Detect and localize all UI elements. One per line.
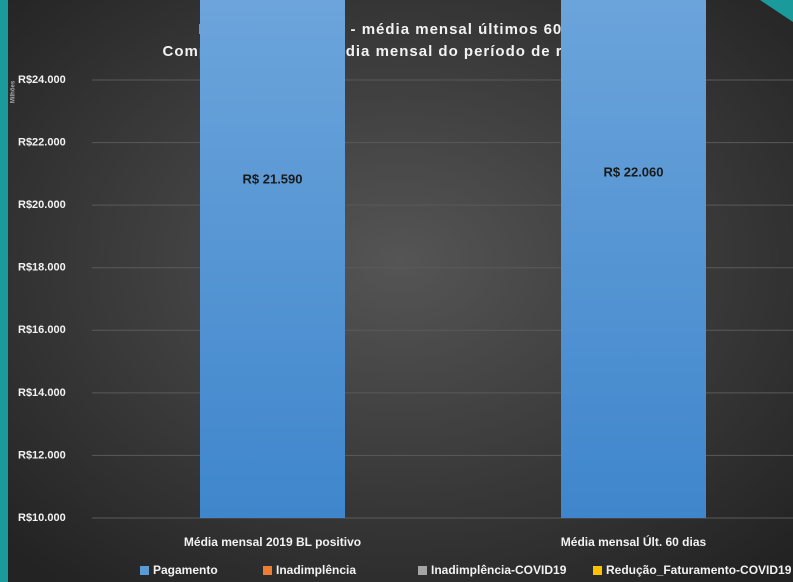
legend-label: Redução_Faturamento-COVID19	[606, 563, 792, 577]
corner	[760, 0, 793, 22]
legend-swatch	[140, 566, 149, 575]
y-tick-label: R$18.000	[18, 262, 66, 274]
legend-swatch	[263, 566, 272, 575]
y-tick-label: R$16.000	[18, 324, 66, 336]
y-tick-label: R$22.000	[18, 136, 66, 148]
x-tick-label: Média mensal Últ. 60 dias	[561, 534, 707, 549]
legend-label: Pagamento	[153, 563, 218, 577]
y-tick-label: R$24.000	[18, 74, 66, 86]
data-label: R$ 22.060	[604, 164, 664, 179]
legend-label: Inadimplência	[276, 563, 356, 577]
x-tick-label: Média mensal 2019 BL positivo	[184, 535, 361, 549]
y-tick-label: R$10.000	[18, 512, 66, 524]
legend-swatch	[593, 566, 602, 575]
y-axis-label: Milhões	[11, 80, 17, 103]
y-tick-label: R$20.000	[18, 199, 66, 211]
bar-segment	[561, 0, 706, 518]
legend-label: Inadimplência-COVID19	[431, 563, 567, 577]
data-label: R$ 21.590	[243, 172, 303, 187]
legend-swatch	[418, 566, 427, 575]
y-tick-label: R$12.000	[18, 449, 66, 461]
y-tick-label: R$14.000	[18, 387, 66, 399]
bar-segment	[200, 0, 345, 518]
